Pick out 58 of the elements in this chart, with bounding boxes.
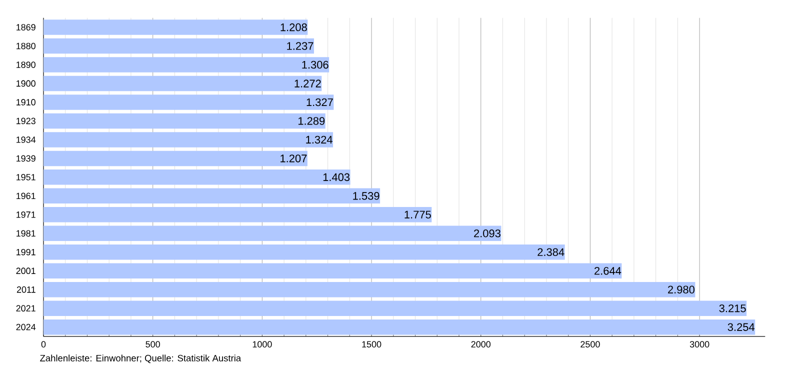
bar [43, 188, 380, 204]
data-label: 1.289 [298, 116, 325, 125]
x-tick-label: 1000 [252, 340, 272, 348]
data-label: 1.539 [353, 192, 380, 200]
bar [43, 282, 696, 298]
x-tick-label: 1500 [362, 340, 382, 348]
bar [43, 132, 334, 148]
y-tick-label: 1910 [16, 98, 36, 106]
bar [43, 244, 565, 260]
x-tick-label: 2000 [471, 340, 491, 348]
bar [43, 150, 308, 166]
data-label: 1.403 [323, 173, 350, 181]
y-tick-label: 1934 [16, 136, 36, 143]
data-label: 2.980 [668, 286, 694, 294]
bar [43, 38, 314, 54]
bar [43, 169, 350, 185]
data-label: 2.644 [594, 266, 622, 275]
bar [43, 300, 747, 316]
data-label: 3.215 [719, 304, 746, 312]
y-tick-label: 1900 [16, 80, 36, 87]
data-label: 1.324 [306, 136, 332, 144]
bar [43, 226, 502, 241]
y-tick-label: 2021 [16, 305, 36, 312]
y-tick-label: 1951 [16, 174, 36, 180]
y-tick-label: 1890 [16, 61, 36, 68]
bar [43, 263, 622, 278]
data-label: 1.208 [280, 23, 307, 32]
bar [43, 206, 432, 222]
data-label: 1.207 [280, 154, 307, 162]
x-tick-label: 3000 [690, 340, 710, 348]
y-tick-label: 1971 [16, 211, 36, 218]
data-label: 1.306 [302, 60, 328, 69]
data-label: 1.272 [294, 80, 321, 88]
data-label: 2.384 [538, 248, 564, 256]
bar [43, 113, 326, 128]
bar [43, 76, 322, 92]
data-label: 3.254 [728, 323, 755, 331]
y-tick-label: 2011 [16, 286, 36, 293]
y-tick-label: 1981 [16, 230, 36, 236]
text: Zahlenleiste: Einwohner; Quelle: Statistik Austria [40, 354, 242, 363]
bar [43, 94, 334, 110]
x-tick-label: 500 [146, 340, 160, 348]
x-tick-label: 2500 [580, 340, 600, 348]
y-tick-label: 1923 [16, 118, 36, 124]
y-tick-label: 1880 [16, 42, 36, 50]
y-tick-label: 1869 [16, 24, 36, 30]
data-label: 1.327 [306, 98, 333, 106]
data-label: 2.093 [474, 229, 500, 238]
y-tick-label: 1939 [16, 155, 36, 162]
y-tick-label: 2001 [16, 268, 36, 274]
bar [43, 20, 308, 35]
data-label: 1.237 [287, 42, 314, 50]
y-tick-label: 1991 [16, 248, 36, 256]
data-label: 1.775 [404, 210, 431, 218]
bar [43, 57, 330, 72]
y-tick-label: 1961 [16, 192, 36, 199]
x-tick-label: 0 [41, 340, 46, 348]
y-tick-label: 2024 [16, 324, 36, 330]
